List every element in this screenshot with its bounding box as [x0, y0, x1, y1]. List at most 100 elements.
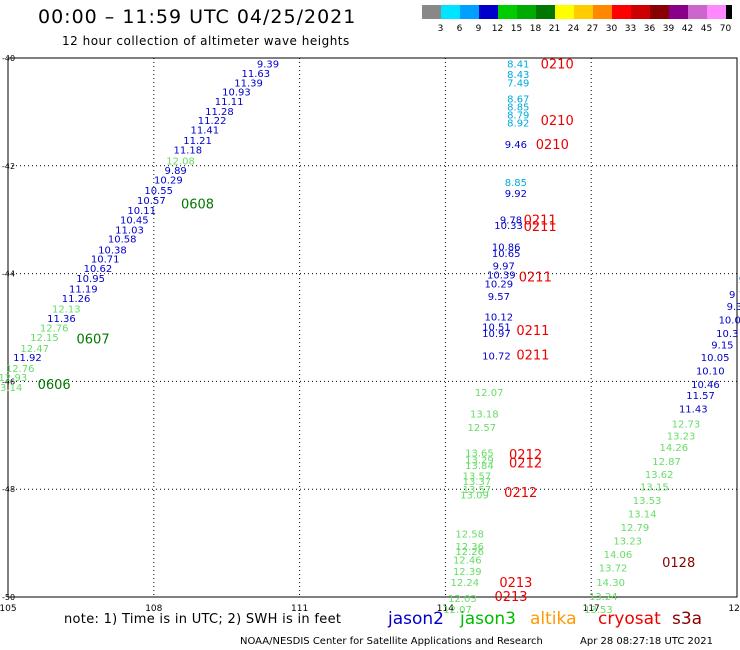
color-scale-label: 36 — [644, 24, 656, 34]
wave-height-value: 8.43 — [507, 70, 529, 81]
wave-height-value: 11.28 — [205, 107, 234, 118]
color-swatch — [460, 5, 479, 19]
x-tick-label: 120 — [728, 604, 740, 614]
pass-time-label: 0212 — [509, 448, 542, 463]
wave-height-value: 10.57 — [137, 196, 166, 207]
wave-height-value: 13.57 — [463, 485, 492, 496]
pass-time-label: 0213 — [499, 576, 532, 591]
y-tick-label: -48 — [2, 485, 15, 494]
y-tick-label: -40 — [2, 54, 15, 63]
wave-height-value: 12.93 — [0, 373, 27, 384]
color-swatch — [517, 5, 536, 19]
color-swatch — [441, 5, 460, 19]
wave-height-value: 12.76 — [6, 364, 35, 375]
color-swatch — [479, 5, 498, 19]
x-tick-label: 105 — [0, 604, 17, 614]
wave-height-value: 9.15 — [711, 341, 733, 352]
wave-height-value: 11.18 — [173, 146, 202, 157]
color-scale-label: 3 — [438, 24, 444, 34]
wave-height-value: 9.46 — [505, 140, 527, 151]
wave-height-value: 10.45 — [120, 216, 149, 227]
wave-height-value: 11.03 — [115, 225, 144, 236]
wave-height-value: 11.11 — [215, 97, 244, 108]
wave-height-value: 11.36 — [47, 314, 76, 325]
wave-height-value: 12.76 — [40, 324, 69, 335]
wave-height-value: 10.05 — [701, 353, 730, 364]
wave-height-value: 11.57 — [686, 391, 715, 402]
wave-height-value: 11.21 — [183, 136, 212, 147]
wave-height-value: 10.62 — [84, 264, 113, 275]
wave-height-value: 10.11 — [127, 206, 156, 217]
wave-height-value: 10.10 — [696, 367, 725, 378]
color-scale-label: 45 — [701, 24, 712, 34]
wave-height-value: 12.57 — [468, 423, 497, 434]
pass-time-label: 0211 — [524, 214, 557, 229]
wave-height-value: 12.36 — [455, 542, 484, 553]
x-tick-label: 117 — [583, 604, 600, 614]
color-swatch — [650, 5, 669, 19]
wave-height-value: 10.65 — [492, 249, 521, 260]
wave-height-value: 11.22 — [198, 116, 227, 127]
wave-height-value: 11.92 — [13, 353, 42, 364]
wave-height-value: 7.49 — [507, 78, 529, 89]
y-tick-label: -44 — [2, 270, 15, 279]
wave-height-value: 13.24 — [589, 592, 618, 603]
legend-jason3: jason3 — [460, 609, 516, 629]
color-scale-label: 39 — [663, 24, 675, 34]
wave-height-value: 11.43 — [679, 404, 708, 415]
wave-height-value: 10.0 — [719, 315, 740, 326]
wave-height-value: 9.39 — [257, 59, 279, 70]
wave-height-value: 9.57 — [488, 292, 510, 303]
legend-altika: altika — [530, 609, 577, 629]
color-scale-label: 9 — [476, 24, 482, 34]
color-swatch — [669, 5, 688, 19]
wave-height-value: 8.92 — [507, 119, 529, 130]
color-scale-label: 6 — [457, 24, 463, 34]
plot-frame — [7, 57, 738, 598]
wave-height-value: 13.29 — [465, 456, 494, 467]
wave-height-value: 9.89 — [165, 166, 187, 177]
wave-height-value: 8.67 — [507, 94, 529, 105]
color-swatch — [593, 5, 612, 19]
wave-height-value: 8.85 — [507, 103, 529, 114]
color-scale-label: 33 — [625, 24, 636, 34]
wave-height-value: 13.37 — [463, 477, 492, 488]
units-note: note: 1) Time is in UTC; 2) SWH is in fe… — [64, 612, 342, 627]
wave-height-value: 12.79 — [621, 523, 650, 534]
pass-time-label: 0128 — [662, 556, 695, 571]
wave-height-value: 12.47 — [20, 344, 49, 355]
x-tick-label: 108 — [145, 604, 162, 614]
chart-subtitle: 12 hour collection of altimeter wave hei… — [62, 34, 350, 48]
color-swatch — [612, 5, 631, 19]
color-scale-label: 21 — [549, 24, 560, 34]
wave-height-value: 13.15 — [640, 483, 669, 494]
wave-height-value: 10.95 — [76, 274, 105, 285]
wave-height-value: 11.39 — [234, 78, 263, 89]
color-scale-label: 15 — [511, 24, 522, 34]
wave-height-value: 12.03 — [448, 594, 477, 605]
wave-height-value: 10.33 — [494, 221, 523, 232]
wave-height-value: 11.26 — [62, 294, 91, 305]
wave-height-value: 12.24 — [451, 578, 480, 589]
legend-cryosat: cryosat — [598, 609, 661, 629]
color-swatch — [726, 5, 732, 19]
wave-height-value: 12.15 — [30, 333, 59, 344]
wave-height-value: 9.1 — [729, 290, 740, 301]
color-swatch — [574, 5, 593, 19]
wave-height-value: 10.46 — [691, 380, 720, 391]
color-swatch — [631, 5, 650, 19]
wave-height-value: 14.06 — [604, 550, 633, 561]
wave-height-value: 14.26 — [659, 443, 688, 454]
wave-height-value: 10.58 — [108, 235, 137, 246]
wave-height-value: 12.13 — [52, 305, 81, 316]
color-scale-label: 12 — [492, 24, 503, 34]
wave-height-value: 9.92 — [505, 189, 527, 200]
credit-line: NOAA/NESDIS Center for Satellite Applica… — [240, 636, 543, 647]
wave-height-value: 10.93 — [222, 87, 251, 98]
wave-height-value: 13.57 — [463, 472, 492, 483]
color-swatch — [688, 5, 707, 19]
chart-title: 00:00 – 11:59 UTC 04/25/2021 — [38, 6, 357, 28]
pass-time-label: 0213 — [494, 590, 527, 605]
